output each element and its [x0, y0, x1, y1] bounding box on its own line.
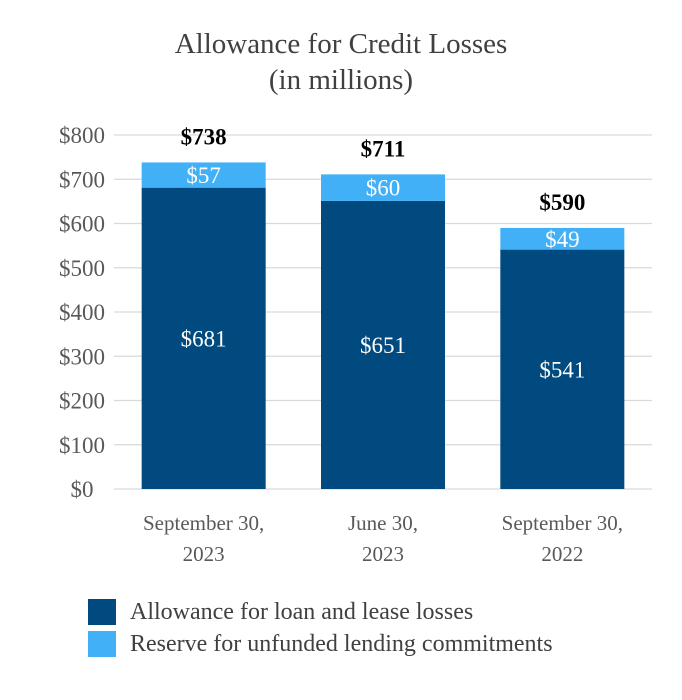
y-tick-label: $500 — [59, 256, 105, 281]
chart-plot-area: $0 $100 $200 $300 $400 $500 $600 $700 $800 $681 $5… — [59, 123, 652, 566]
legend-label-loan-lease: Allowance for loan and lease losses — [130, 598, 474, 625]
bar-segment — [500, 227, 625, 250]
data-label: $57 — [186, 163, 221, 188]
bar-segment — [141, 187, 266, 489]
x-tick-label: September 30, — [143, 511, 264, 535]
legend-swatch-loan-lease — [88, 599, 116, 625]
bar-segment — [321, 174, 445, 201]
y-tick-label: $400 — [59, 300, 105, 325]
legend-swatch-unfunded — [88, 631, 116, 657]
x-tick-label: September 30, — [502, 511, 623, 535]
data-label: $541 — [539, 357, 585, 382]
legend-item-loan-lease: Allowance for loan and lease losses — [88, 596, 553, 628]
total-label: $711 — [361, 136, 406, 161]
data-label: $60 — [366, 176, 401, 201]
total-label: $738 — [181, 124, 227, 149]
legend-label-unfunded: Reserve for unfunded lending commitments — [130, 630, 553, 657]
chart-subtitle: (in millions) — [268, 64, 414, 96]
chart-title: Allowance for Credit Losses — [174, 28, 508, 60]
y-tick-label: $0 — [71, 477, 94, 502]
x-tick-label: 2022 — [541, 542, 583, 566]
y-tick-label: $700 — [59, 167, 105, 192]
y-tick-label: $200 — [59, 389, 105, 414]
y-tick-label: $800 — [59, 123, 105, 148]
data-label: $651 — [360, 333, 406, 358]
total-label: $590 — [539, 190, 585, 215]
y-tick-label: $100 — [59, 433, 105, 458]
data-label: $681 — [181, 326, 227, 351]
data-label: $49 — [545, 227, 580, 252]
y-tick-label: $300 — [59, 344, 105, 369]
chart-legend: Allowance for loan and lease losses Rese… — [88, 596, 553, 660]
bar-segment — [141, 162, 266, 188]
legend-item-unfunded: Reserve for unfunded lending commitments — [88, 628, 553, 660]
y-tick-label: $600 — [59, 212, 105, 237]
x-tick-label: 2023 — [362, 542, 404, 566]
bar-segment — [500, 249, 625, 489]
bar-segment — [321, 200, 445, 489]
x-tick-label: 2023 — [183, 542, 225, 566]
x-tick-label: June 30, — [348, 511, 418, 535]
